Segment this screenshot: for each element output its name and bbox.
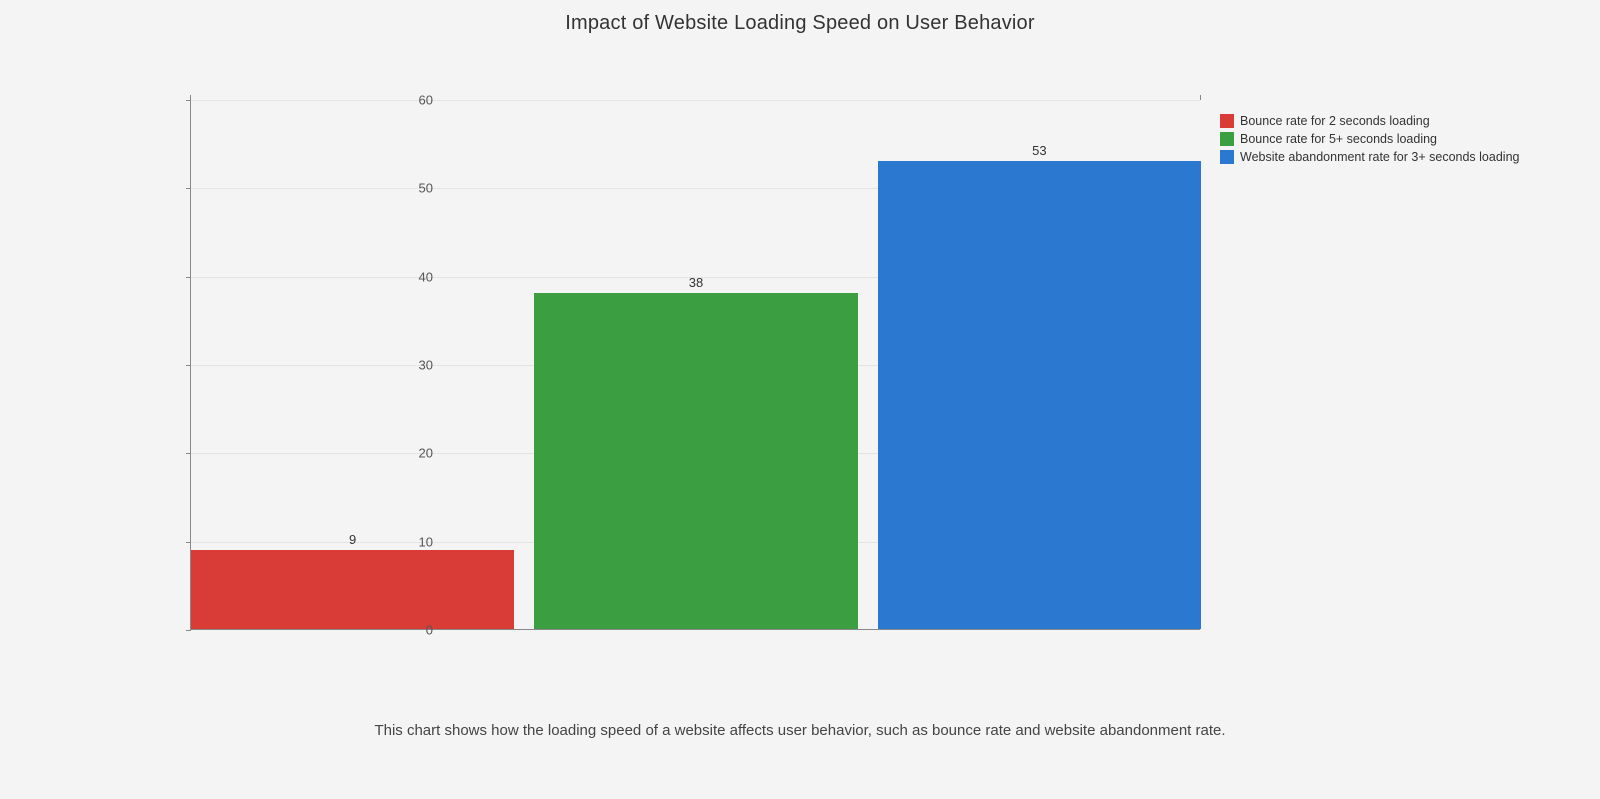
bar-value-label: 38 (534, 275, 857, 290)
legend-item[interactable]: Website abandonment rate for 3+ seconds … (1220, 150, 1519, 164)
y-tick (186, 630, 191, 631)
x-tick (1200, 95, 1201, 100)
y-axis-label: 0 (393, 623, 433, 638)
legend-swatch (1220, 114, 1234, 128)
y-axis-label: 50 (393, 181, 433, 196)
legend: Bounce rate for 2 seconds loading Bounce … (1220, 114, 1519, 168)
bar[interactable]: 53 (878, 161, 1201, 629)
y-axis-label: 10 (393, 534, 433, 549)
page-root: Impact of Website Loading Speed on User … (0, 0, 1600, 799)
legend-label: Website abandonment rate for 3+ seconds … (1240, 150, 1519, 164)
chart-title: Impact of Website Loading Speed on User … (0, 0, 1600, 35)
legend-label: Bounce rate for 2 seconds loading (1240, 114, 1430, 128)
legend-swatch (1220, 132, 1234, 146)
bar-value-label: 53 (878, 143, 1201, 158)
bar[interactable]: 9 (191, 550, 514, 630)
y-axis-label: 60 (393, 93, 433, 108)
gridline (191, 100, 1200, 101)
legend-swatch (1220, 150, 1234, 164)
legend-item[interactable]: Bounce rate for 5+ seconds loading (1220, 132, 1519, 146)
legend-item[interactable]: Bounce rate for 2 seconds loading (1220, 114, 1519, 128)
plot-area: 93853 (190, 100, 1200, 630)
x-tick (190, 95, 191, 100)
y-tick (186, 453, 191, 454)
y-tick (186, 100, 191, 101)
y-axis-label: 30 (393, 358, 433, 373)
bar[interactable]: 38 (534, 293, 857, 629)
legend-label: Bounce rate for 5+ seconds loading (1240, 132, 1437, 146)
y-tick (186, 365, 191, 366)
chart-caption: This chart shows how the loading speed o… (0, 722, 1600, 739)
chart-area: 93853 Bounce rate for 2 seconds loadingB… (145, 100, 1455, 660)
y-axis-label: 40 (393, 269, 433, 284)
y-tick (186, 277, 191, 278)
y-tick (186, 188, 191, 189)
bar-value-label: 9 (191, 532, 514, 547)
y-axis-label: 20 (393, 446, 433, 461)
